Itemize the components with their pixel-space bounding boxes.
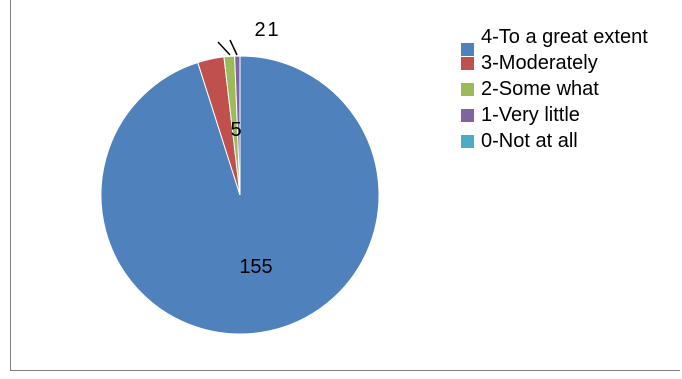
legend-item-5: 0-Not at all — [461, 129, 681, 154]
legend-item-2: 3-Moderately — [461, 51, 681, 76]
legend: 4-To a great extent 3-Moderately 2-Some wh… — [461, 25, 681, 155]
leader-line-1 — [217, 41, 231, 56]
legend-label-3: 2-Some what — [481, 78, 599, 100]
legend-item-4: 1-Very little — [461, 103, 681, 128]
legend-swatch-3 — [461, 83, 474, 96]
legend-item-3: 2-Some what — [461, 77, 681, 102]
legend-swatch-1 — [461, 43, 474, 56]
legend-item-1: 4-To a great extent — [461, 25, 681, 56]
pie-chart: 155 5 2 1 — [100, 19, 380, 335]
data-label-1: 155 — [239, 256, 272, 278]
data-label-3: 2 — [254, 19, 265, 41]
legend-label-2: 3-Moderately — [481, 52, 598, 74]
legend-swatch-4 — [461, 109, 474, 122]
legend-label-1: 4-To a great extent — [481, 26, 648, 48]
leader-line-2 — [229, 39, 238, 56]
legend-swatch-5 — [461, 135, 474, 148]
legend-label-4: 1-Very little — [481, 104, 580, 126]
chart-frame: 155 5 2 1 4-To a great extent 3-Moderately 2-… — [10, 0, 680, 371]
data-label-4: 1 — [267, 19, 278, 41]
data-label-2: 5 — [230, 119, 241, 141]
legend-label-5: 0-Not at all — [481, 130, 578, 152]
legend-swatch-2 — [461, 57, 474, 70]
pie-slice-4 — [234, 55, 241, 196]
